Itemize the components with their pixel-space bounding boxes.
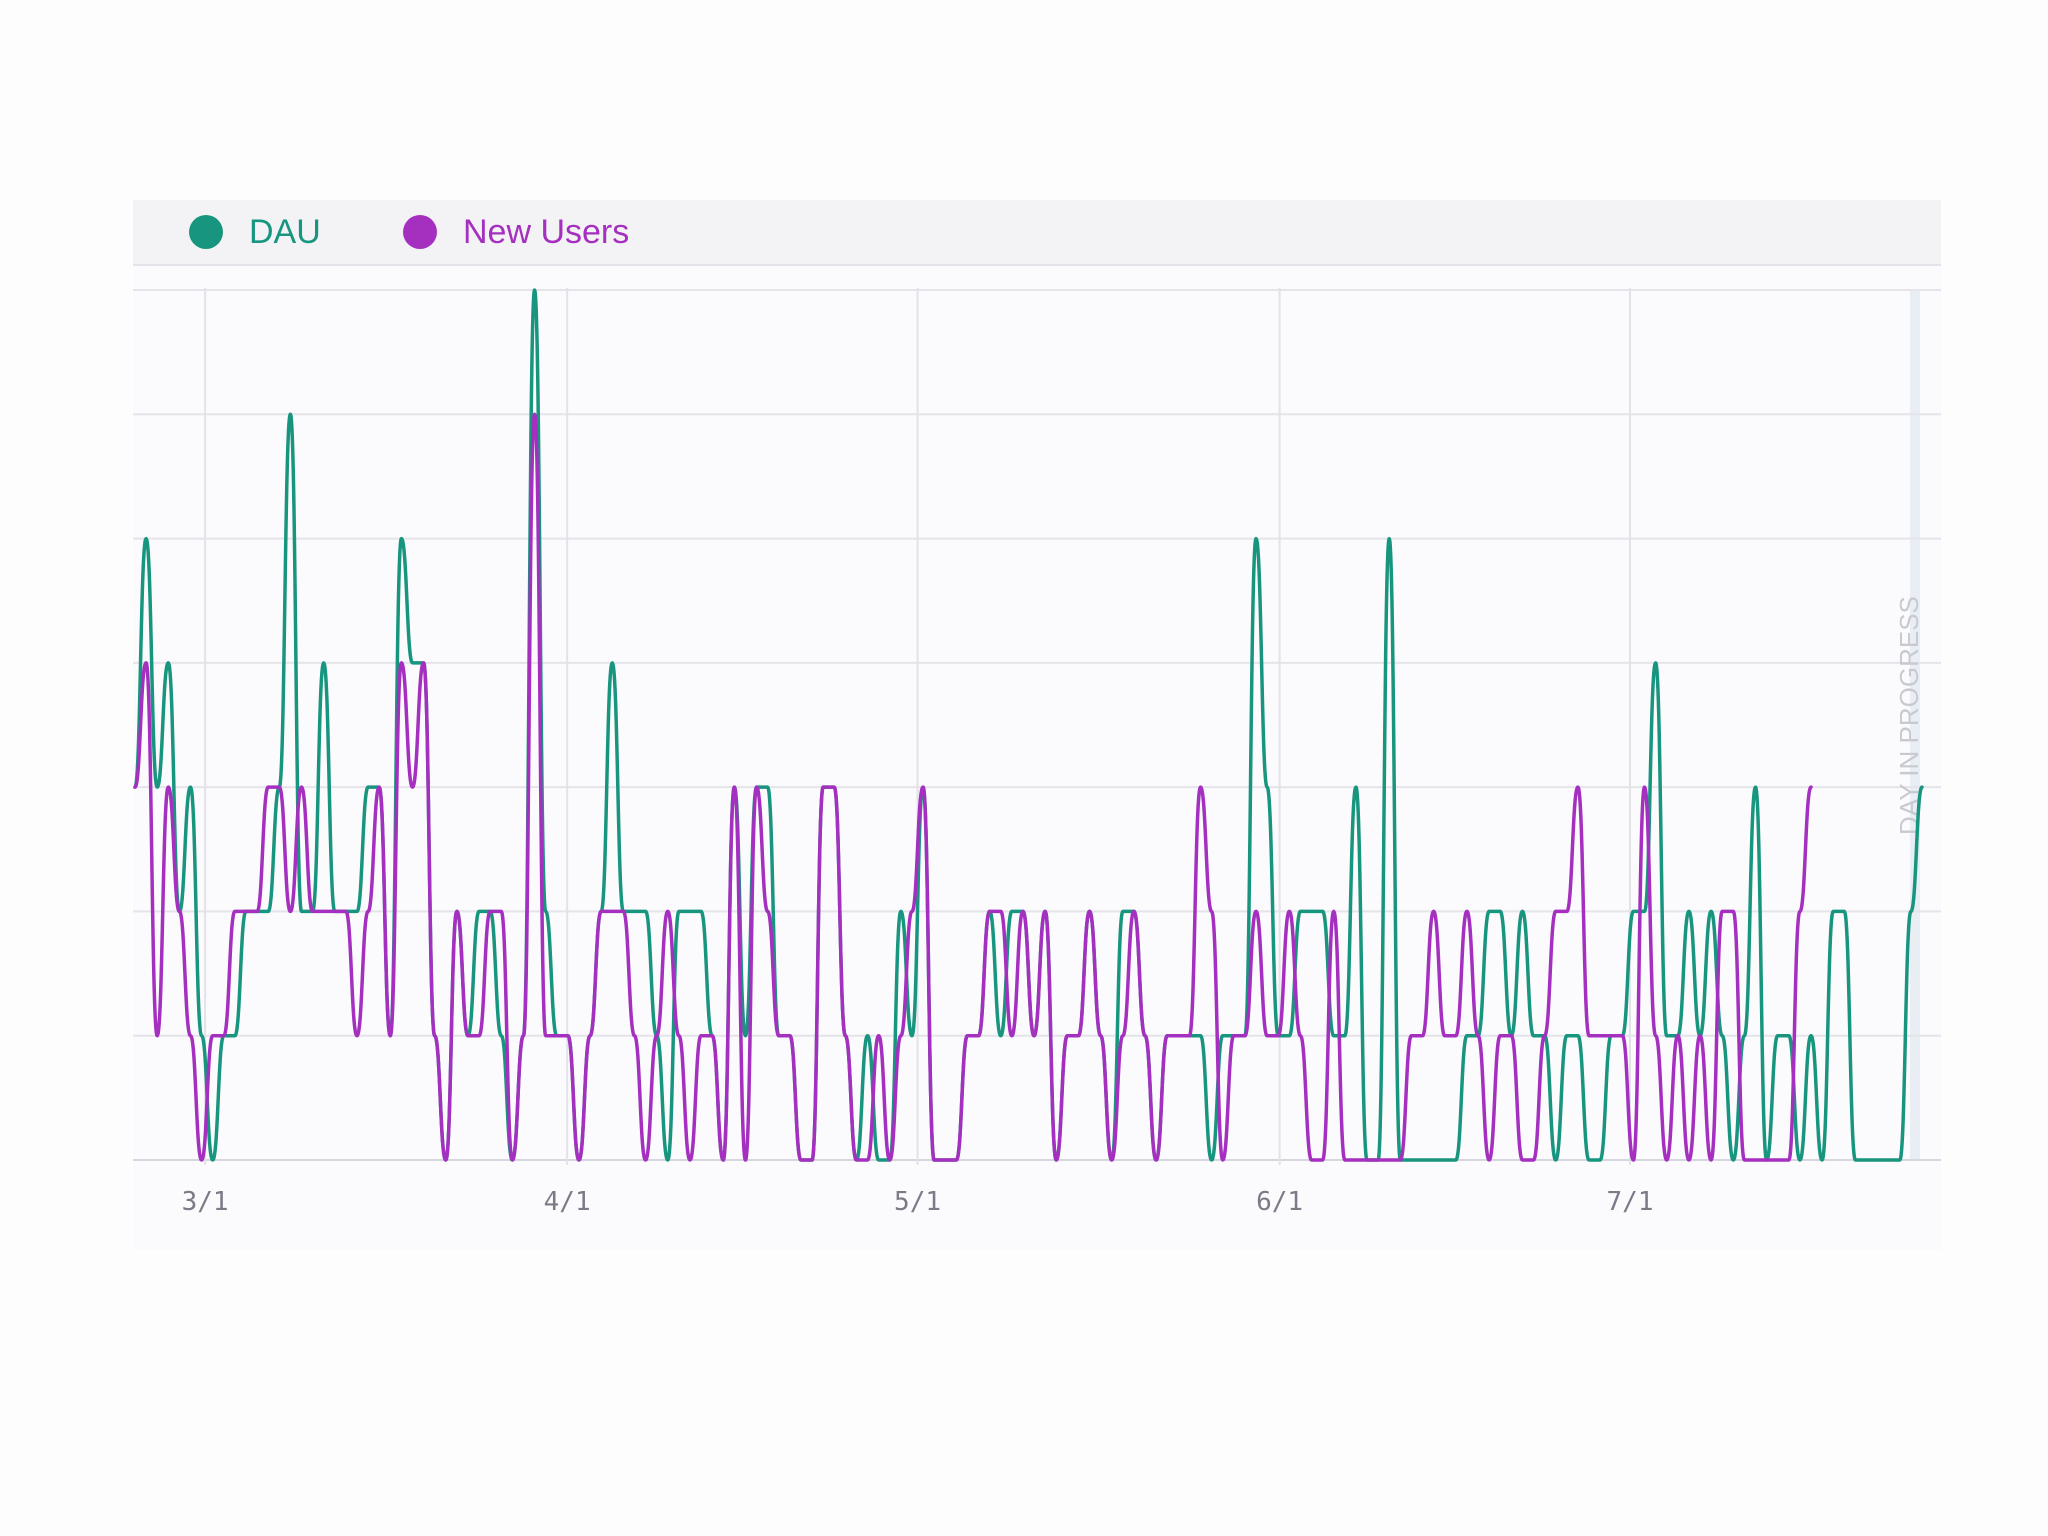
legend-item-new-users[interactable]: New Users <box>403 200 629 264</box>
legend-label-dau: DAU <box>249 212 321 251</box>
legend-item-dau[interactable]: DAU <box>189 200 321 264</box>
plot-background <box>133 266 1941 1250</box>
legend: DAU New Users <box>133 200 1941 266</box>
series <box>133 288 1924 1162</box>
series-line-new-users <box>133 412 1813 1162</box>
x-tick-label: 5/1 <box>894 1187 941 1217</box>
legend-label-new-users: New Users <box>463 212 630 251</box>
new-users-legend-dot <box>403 215 437 249</box>
x-tick-label: 4/1 <box>544 1187 591 1217</box>
progress-band <box>1910 290 1920 1160</box>
x-tick-label: 7/1 <box>1607 1187 1654 1217</box>
dau-legend-dot <box>189 215 223 249</box>
x-axis-ticks: 3/1 4/1 5/1 6/1 7/1 <box>182 1187 1654 1217</box>
x-tick-label: 6/1 <box>1256 1187 1303 1217</box>
x-tick-label: 3/1 <box>182 1187 229 1217</box>
